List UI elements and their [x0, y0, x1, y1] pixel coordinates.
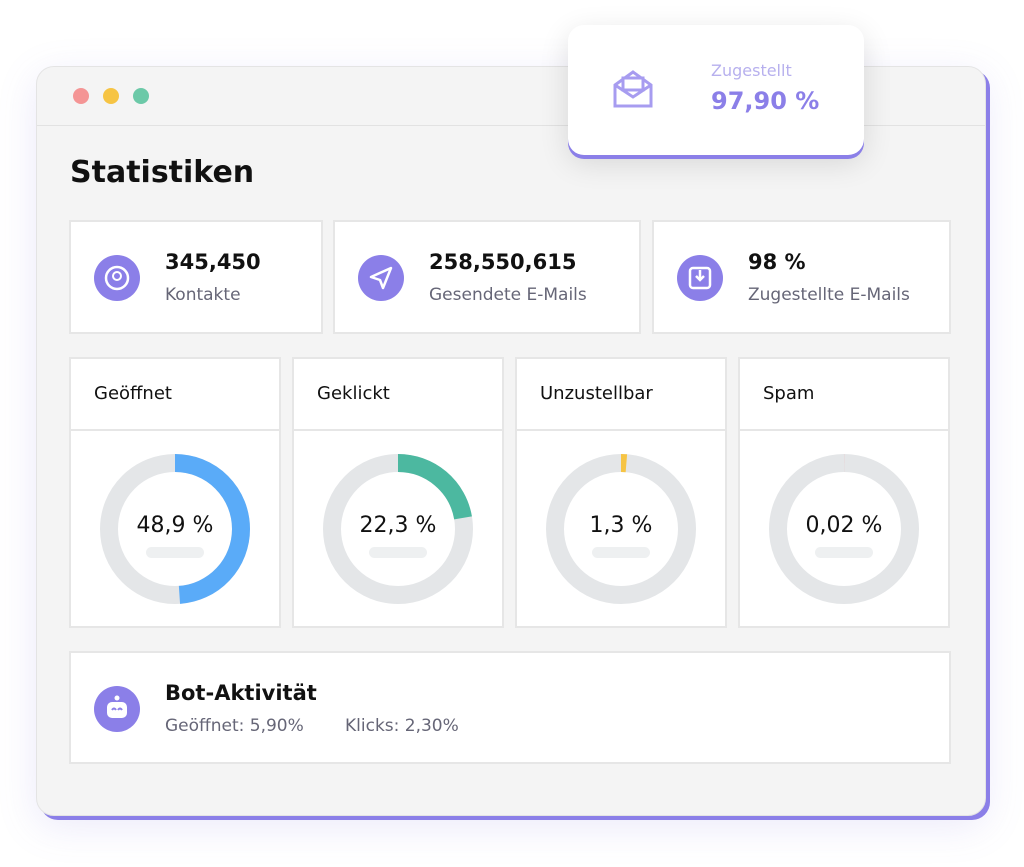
donut-header: Spam [738, 357, 950, 431]
stat-card: 345,450 Kontakte [69, 220, 323, 334]
donut-header: Unzustellbar [515, 357, 727, 431]
window-title: Statistiken [70, 155, 255, 190]
donut-title: Unzustellbar [540, 383, 653, 404]
minimize-dot[interactable] [103, 88, 119, 104]
stat-card: 98 % Zugestellte E-Mails [652, 220, 951, 334]
placeholder-pill [815, 547, 873, 558]
donut-title: Geklickt [317, 383, 390, 404]
donut: 1,3 % [546, 454, 696, 604]
donut: 0,02 % [769, 454, 919, 604]
bot-title: Bot-Aktivität [165, 681, 317, 705]
stat-value: 258,550,615 [429, 250, 577, 274]
bot-icon [94, 686, 140, 732]
stat-icon [677, 255, 723, 301]
placeholder-pill [146, 547, 204, 558]
bot-card: Bot-Aktivität Geöffnet: 5,90% Klicks: 2,… [69, 651, 951, 764]
donut-arc [769, 454, 919, 604]
donut-label: 1,3 % [590, 513, 653, 538]
donut: 22,3 % [323, 454, 473, 604]
donut-card: 48,9 % [69, 429, 281, 628]
bot-clicks: Klicks: 2,30% [345, 716, 459, 736]
donut-arc [323, 454, 473, 604]
donut-arc [546, 454, 696, 604]
donut-card: 1,3 % [515, 429, 727, 628]
placeholder-pill [369, 547, 427, 558]
donut-label: 48,9 % [137, 513, 214, 538]
bot-opened: Geöffnet: 5,90% [165, 716, 304, 736]
popup-value: 97,90 % [711, 87, 820, 115]
envelope-icon [613, 70, 653, 108]
donut-header: Geöffnet [69, 357, 281, 431]
stat-icon [94, 255, 140, 301]
donut-title: Geöffnet [94, 383, 172, 404]
donut: 48,9 % [100, 454, 250, 604]
donut-title: Spam [763, 383, 815, 404]
stat-label: Gesendete E-Mails [429, 285, 587, 305]
placeholder-pill [592, 547, 650, 558]
donut-card: 0,02 % [738, 429, 950, 628]
donut-card: 22,3 % [292, 429, 504, 628]
popup: Zugestellt 97,90 % [568, 25, 864, 155]
donut-header: Geklickt [292, 357, 504, 431]
stat-icon [358, 255, 404, 301]
stat-label: Kontakte [165, 285, 241, 305]
popup-label: Zugestellt [711, 61, 792, 80]
donut-label: 0,02 % [806, 513, 883, 538]
donut-arc [100, 454, 250, 604]
stat-label: Zugestellte E-Mails [748, 285, 910, 305]
stat-value: 345,450 [165, 250, 261, 274]
stat-card: 258,550,615 Gesendete E-Mails [333, 220, 641, 334]
stat-value: 98 % [748, 250, 806, 274]
title-bar [37, 67, 985, 126]
donut-label: 22,3 % [360, 513, 437, 538]
maximize-dot[interactable] [133, 88, 149, 104]
close-dot[interactable] [73, 88, 89, 104]
